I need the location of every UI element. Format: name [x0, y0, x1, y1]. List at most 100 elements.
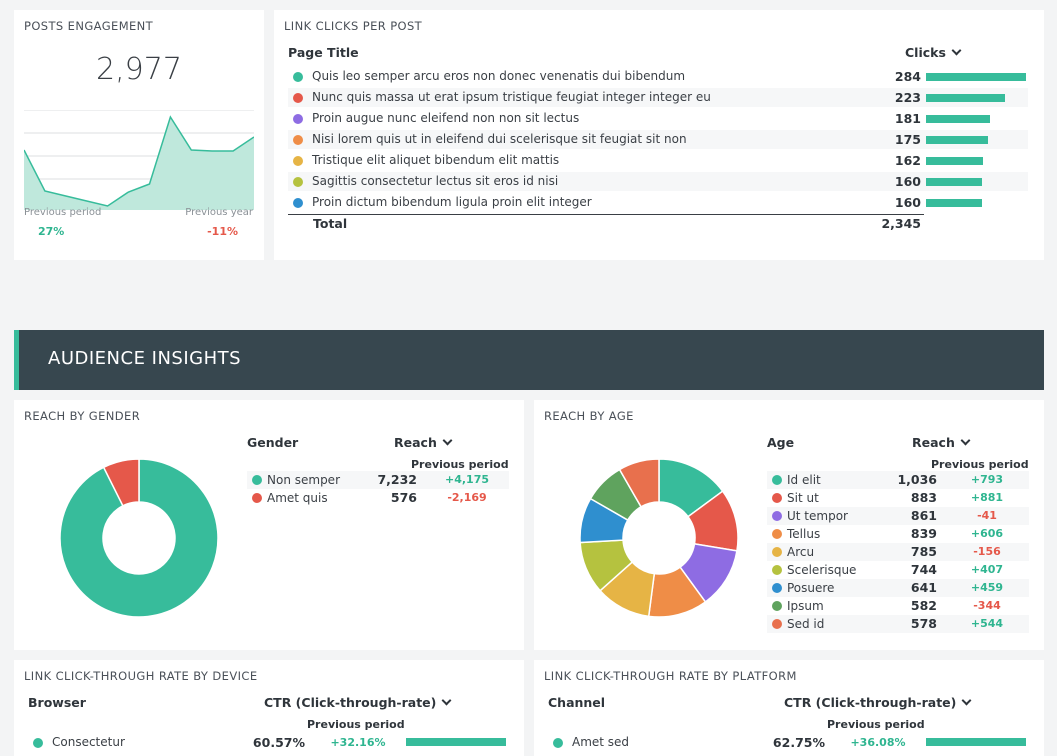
legend-dot [772, 601, 782, 611]
col-ctr-sort[interactable]: CTR (Click-through-rate) [784, 695, 972, 710]
post-title: Quis leo semper arcu eros non donec vene… [312, 69, 686, 83]
legend-dot [772, 493, 782, 503]
chevron-down-icon [961, 695, 972, 706]
prev-year-label: Previous year [185, 207, 253, 218]
change-value: +4,175 [444, 473, 489, 486]
table-row[interactable]: Sit ut 883 +881 [767, 489, 1029, 507]
legend-dot [772, 619, 782, 629]
segment-label: Tellus [787, 527, 821, 541]
reach-age-title: REACH BY AGE [544, 409, 634, 423]
legend-dot [772, 511, 782, 521]
segment-label: Sit ut [787, 491, 819, 505]
col-age[interactable]: Age [767, 435, 795, 450]
gender-slice[interactable] [102, 458, 140, 507]
legend-dot [553, 738, 563, 748]
post-title: Tristique elit aliquet bibendum elit mat… [312, 153, 560, 167]
col-clicks-sort[interactable]: Clicks [905, 45, 962, 60]
table-row[interactable]: Posuere 641 +459 [767, 579, 1029, 597]
col-reach-label: Reach [912, 435, 955, 450]
change-value: +36.08% [850, 736, 906, 749]
posts-engagement-value: 2,977 [96, 52, 182, 87]
table-row[interactable]: Scelerisque 744 +407 [767, 561, 1029, 579]
legend-dot [293, 114, 303, 124]
table-row[interactable]: Arcu 785 -156 [767, 543, 1029, 561]
legend-dot [293, 72, 303, 82]
segment-label: Amet sed [572, 735, 630, 749]
legend-dot [772, 475, 782, 485]
table-row[interactable]: Amet sed 62.75% +36.08% [548, 733, 1038, 752]
table-row[interactable]: Sagittis consectetur lectus sit eros id … [288, 172, 1028, 191]
post-title: Sagittis consectetur lectus sit eros id … [312, 174, 559, 188]
post-title: Nunc quis massa ut erat ipsum tristique … [312, 90, 711, 104]
gender-slice[interactable] [59, 458, 219, 618]
table-row[interactable]: Id elit 1,036 +793 [767, 471, 1029, 489]
legend-dot [252, 475, 262, 485]
table-row[interactable]: Ut tempor 861 -41 [767, 507, 1029, 525]
col-clicks-label: Clicks [905, 45, 946, 60]
clicks-value: 162 [894, 153, 921, 168]
col-reach-sort[interactable]: Reach [912, 435, 971, 450]
table-row[interactable]: Non semper 7,232 +4,175 [247, 471, 509, 489]
table-row[interactable]: Ipsum 582 -344 [767, 597, 1029, 615]
reach-value: 1,036 [897, 472, 937, 487]
clicks-bar [926, 157, 983, 165]
ctr-bar [926, 738, 1026, 746]
total-label: Total [313, 216, 348, 231]
clicks-value: 160 [894, 174, 921, 189]
clicks-bar [926, 178, 982, 186]
change-value: +881 [970, 491, 1004, 504]
legend-dot [252, 493, 262, 503]
change-value: +459 [970, 581, 1004, 594]
engagement-sparkline [24, 110, 254, 210]
audience-insights-banner: AUDIENCE INSIGHTS [14, 330, 1044, 390]
change-value: -344 [973, 599, 1001, 612]
gender-donut [59, 458, 219, 618]
table-row[interactable]: Proin augue nunc eleifend non non sit le… [288, 109, 1028, 128]
table-row[interactable]: Consectetur 60.57% +32.16% [28, 733, 518, 752]
col-gender[interactable]: Gender [247, 435, 299, 450]
reach-gender-title: REACH BY GENDER [24, 409, 141, 423]
table-row[interactable]: Nunc quis massa ut erat ipsum tristique … [288, 88, 1028, 107]
post-title: Nisi lorem quis ut in eleifend dui scele… [312, 132, 687, 146]
ctr-value: 60.57% [252, 735, 305, 750]
reach-value: 641 [910, 580, 937, 595]
table-row[interactable]: Sed id 578 +544 [767, 615, 1029, 633]
reach-value: 861 [910, 508, 937, 523]
col-page-title[interactable]: Page Title [288, 45, 359, 60]
table-row[interactable]: Tristique elit aliquet bibendum elit mat… [288, 151, 1028, 170]
segment-label: Ut tempor [787, 509, 848, 523]
clicks-value: 284 [894, 69, 921, 84]
col-prev-period: Previous period [931, 458, 1029, 471]
post-title: Proin augue nunc eleifend non non sit le… [312, 111, 580, 125]
ctr-platform-title: LINK CLICK-THROUGH RATE BY PLATFORM [544, 669, 797, 683]
segment-label: Amet quis [267, 491, 328, 505]
reach-value: 576 [390, 490, 417, 505]
legend-dot [33, 738, 43, 748]
clicks-bar [926, 199, 982, 207]
clicks-value: 160 [894, 195, 921, 210]
clicks-bar [926, 115, 990, 123]
reach-value: 582 [910, 598, 937, 613]
table-row[interactable]: Quis leo semper arcu eros non donec vene… [288, 67, 1028, 86]
table-row[interactable]: Nisi lorem quis ut in eleifend dui scele… [288, 130, 1028, 149]
reach-value: 7,232 [377, 472, 417, 487]
col-ctr-sort[interactable]: CTR (Click-through-rate) [264, 695, 452, 710]
change-value: +32.16% [330, 736, 386, 749]
table-row[interactable]: Proin dictum bibendum ligula proin elit … [288, 193, 1028, 212]
chevron-down-icon [441, 695, 452, 706]
table-row[interactable]: Tellus 839 +606 [767, 525, 1029, 543]
col-browser[interactable]: Browser [28, 695, 86, 710]
col-reach-sort[interactable]: Reach [394, 435, 453, 450]
reach-gender-card: REACH BY GENDER Gender Reach Previous pe… [14, 400, 524, 650]
age-slice[interactable] [618, 458, 660, 508]
legend-dot [772, 547, 782, 557]
clicks-bar [926, 136, 988, 144]
chevron-down-icon [960, 435, 971, 446]
total-divider [288, 214, 924, 215]
col-channel[interactable]: Channel [548, 695, 606, 710]
segment-label: Id elit [787, 473, 821, 487]
prev-year-change: -11% [207, 225, 238, 238]
table-row[interactable]: Amet quis 576 -2,169 [247, 489, 509, 507]
legend-dot [772, 529, 782, 539]
banner-title: AUDIENCE INSIGHTS [48, 348, 242, 369]
